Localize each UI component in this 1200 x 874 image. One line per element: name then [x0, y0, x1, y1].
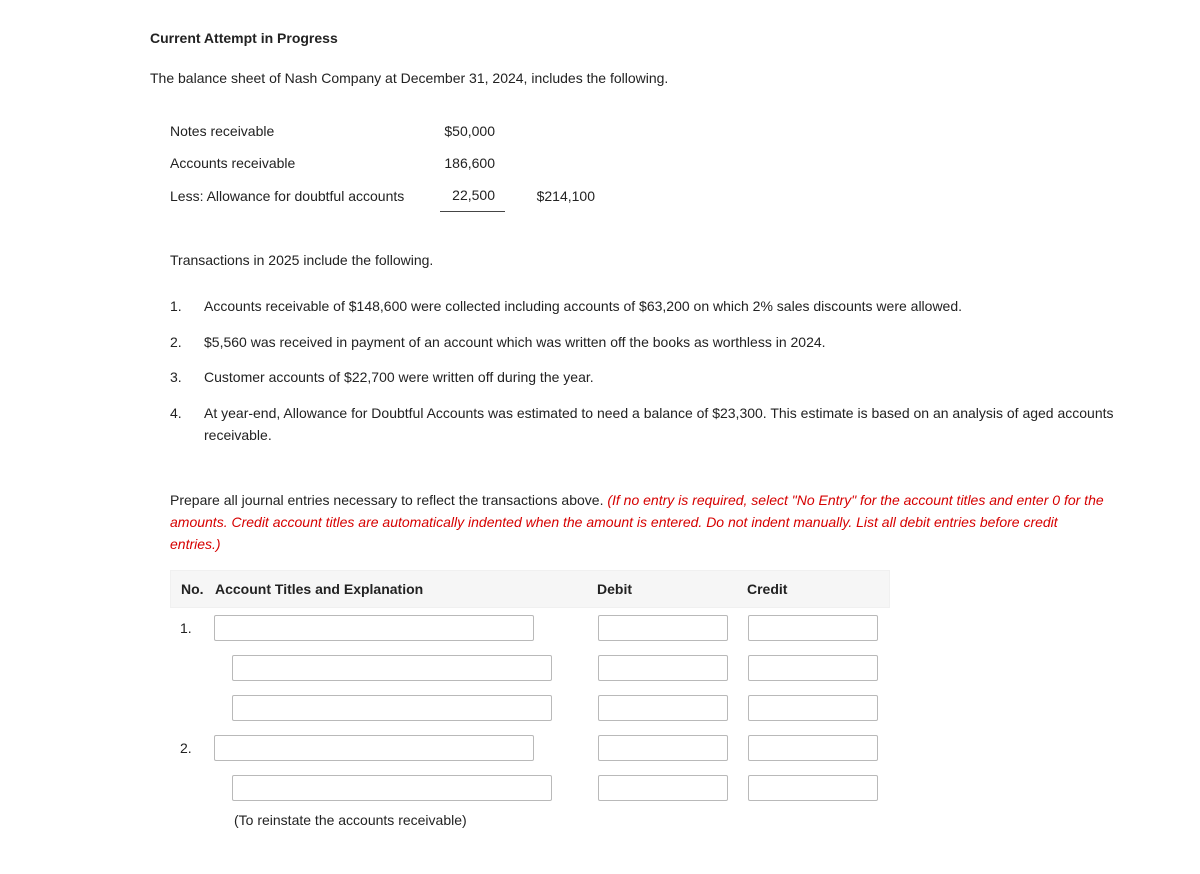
entry-row [170, 768, 890, 808]
debit-cell [580, 655, 730, 681]
table-row: Accounts receivable 186,600 [170, 147, 605, 179]
account-cell [214, 655, 580, 681]
debit-cell [580, 695, 730, 721]
account-cell [214, 775, 580, 801]
credit-input[interactable] [748, 615, 878, 641]
list-item: 4. At year-end, Allowance for Doubtful A… [170, 403, 1140, 446]
debit-input[interactable] [598, 775, 728, 801]
account-title-input[interactable] [232, 775, 552, 801]
account-cell [214, 695, 580, 721]
list-item: 1. Accounts receivable of $148,600 were … [170, 296, 1140, 318]
bs-total [505, 147, 605, 179]
table-row: Notes receivable $50,000 [170, 115, 605, 147]
bs-label: Notes receivable [170, 115, 440, 147]
item-text: Accounts receivable of $148,600 were col… [204, 296, 962, 318]
debit-input[interactable] [598, 615, 728, 641]
bs-amount: 186,600 [440, 147, 505, 179]
credit-input[interactable] [748, 735, 878, 761]
journal-entry-table: No. Account Titles and Explanation Debit… [170, 570, 890, 828]
table-row: Less: Allowance for doubtful accounts 22… [170, 179, 605, 212]
item-number: 3. [170, 367, 204, 389]
header-account: Account Titles and Explanation [215, 581, 579, 597]
list-item: 3. Customer accounts of $22,700 were wri… [170, 367, 1140, 389]
transactions-list: 1. Accounts receivable of $148,600 were … [170, 296, 1140, 446]
entry-row [170, 688, 890, 728]
header-no: No. [181, 581, 215, 597]
account-cell [214, 735, 580, 761]
account-title-input[interactable] [214, 735, 534, 761]
account-cell [214, 615, 580, 641]
credit-cell [730, 695, 880, 721]
item-text: Customer accounts of $22,700 were writte… [204, 367, 594, 389]
account-title-input[interactable] [232, 695, 552, 721]
item-text: At year-end, Allowance for Doubtful Acco… [204, 403, 1140, 446]
debit-cell [580, 615, 730, 641]
item-text: $5,560 was received in payment of an acc… [204, 332, 826, 354]
entry-number: 1. [180, 620, 214, 636]
bs-amount: $50,000 [440, 115, 505, 147]
entry-row [170, 648, 890, 688]
credit-cell [730, 775, 880, 801]
account-title-input[interactable] [232, 655, 552, 681]
debit-input[interactable] [598, 655, 728, 681]
bs-label: Accounts receivable [170, 147, 440, 179]
credit-input[interactable] [748, 695, 878, 721]
attempt-heading: Current Attempt in Progress [150, 30, 1140, 46]
entry-explanation: (To reinstate the accounts receivable) [234, 812, 890, 828]
intro-text: The balance sheet of Nash Company at Dec… [150, 68, 1140, 89]
header-debit: Debit [579, 581, 729, 597]
header-credit: Credit [729, 581, 879, 597]
bs-amount: 22,500 [440, 179, 505, 212]
balance-sheet-table: Notes receivable $50,000 Accounts receiv… [170, 115, 1140, 212]
credit-cell [730, 615, 880, 641]
entry-number: 2. [180, 740, 214, 756]
credit-cell [730, 655, 880, 681]
item-number: 1. [170, 296, 204, 318]
entry-row: 2. [170, 728, 890, 768]
credit-input[interactable] [748, 655, 878, 681]
question-page: Current Attempt in Progress The balance … [0, 0, 1200, 828]
debit-input[interactable] [598, 735, 728, 761]
item-number: 4. [170, 403, 204, 446]
list-item: 2. $5,560 was received in payment of an … [170, 332, 1140, 354]
transactions-heading: Transactions in 2025 include the followi… [170, 252, 1140, 268]
item-number: 2. [170, 332, 204, 354]
instructions-plain: Prepare all journal entries necessary to… [170, 492, 607, 508]
debit-cell [580, 775, 730, 801]
debit-cell [580, 735, 730, 761]
account-title-input[interactable] [214, 615, 534, 641]
credit-cell [730, 735, 880, 761]
bs-total: $214,100 [505, 179, 605, 212]
debit-input[interactable] [598, 695, 728, 721]
instructions: Prepare all journal entries necessary to… [170, 490, 1140, 555]
entry-row: 1. [170, 608, 890, 648]
credit-input[interactable] [748, 775, 878, 801]
table-header-row: No. Account Titles and Explanation Debit… [170, 570, 890, 608]
bs-label: Less: Allowance for doubtful accounts [170, 179, 440, 212]
bs-total [505, 115, 605, 147]
